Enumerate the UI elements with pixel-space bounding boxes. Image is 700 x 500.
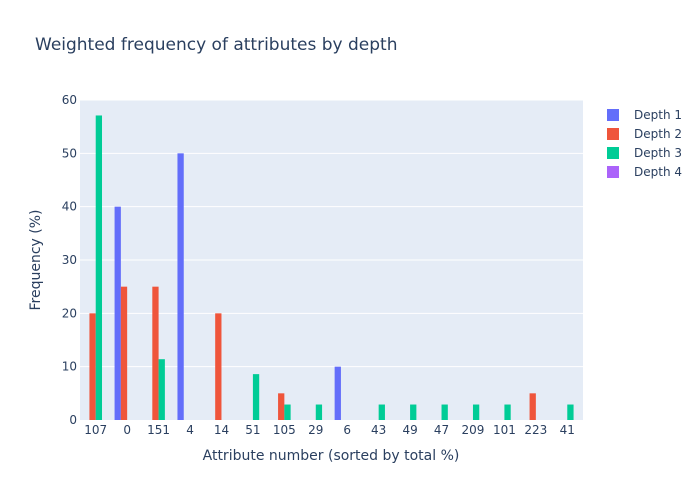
bars xyxy=(89,115,574,420)
bar-depth-3-47 xyxy=(441,404,448,420)
bar-depth-3-51 xyxy=(252,374,260,420)
x-tick-label: 151 xyxy=(147,423,170,437)
bar-depth-1-6 xyxy=(334,366,341,420)
x-tick-label: 47 xyxy=(434,423,449,437)
legend-swatch xyxy=(607,147,619,159)
bar-depth-3-29 xyxy=(315,404,323,420)
x-tick-label: 6 xyxy=(343,423,351,437)
legend-item-label: Depth 1 xyxy=(634,108,682,122)
x-tick-label: 4 xyxy=(186,423,194,437)
bar-depth-3-151 xyxy=(158,359,165,420)
bar-depth-3-101 xyxy=(504,404,511,420)
x-tick-label: 0 xyxy=(123,423,131,437)
bar-depth-2-105 xyxy=(278,393,285,420)
legend-item-label: Depth 3 xyxy=(634,146,682,160)
bar-depth-3-107 xyxy=(95,115,103,420)
x-tick-label: 41 xyxy=(560,423,575,437)
y-tick-label: 40 xyxy=(62,200,77,214)
bar-depth-2-14 xyxy=(215,313,222,420)
bar-depth-1-4 xyxy=(177,153,184,420)
y-tick-label: 60 xyxy=(62,93,77,107)
chart-title: Weighted frequency of attributes by dept… xyxy=(35,35,398,55)
bar-depth-3-49 xyxy=(410,404,417,420)
bar-depth-3-105 xyxy=(284,404,291,420)
x-tick-label: 107 xyxy=(84,423,107,437)
y-tick-label: 30 xyxy=(62,253,77,267)
x-tick-label: 51 xyxy=(245,423,260,437)
x-axis-title: Attribute number (sorted by total %) xyxy=(203,448,460,464)
bar-depth-1-0 xyxy=(114,206,121,420)
y-axis-title: Frequency (%) xyxy=(28,209,44,310)
legend-item-label: Depth 4 xyxy=(634,165,682,179)
y-tick-label: 0 xyxy=(69,413,77,427)
bar-depth-2-223 xyxy=(529,393,536,420)
y-tick-label: 50 xyxy=(62,146,77,160)
y-tick-labels: 0 10 20 30 40 50 60 xyxy=(62,93,77,427)
legend: Depth 1 Depth 2 Depth 3 Depth 4 xyxy=(607,108,682,179)
x-tick-label: 105 xyxy=(273,423,296,437)
x-tick-label: 14 xyxy=(214,423,229,437)
y-tick-label: 10 xyxy=(62,360,77,374)
x-tick-label: 29 xyxy=(308,423,323,437)
x-tick-label: 49 xyxy=(402,423,417,437)
x-tick-label: 209 xyxy=(462,423,485,437)
legend-swatch xyxy=(607,109,619,121)
legend-item-label: Depth 2 xyxy=(634,127,682,141)
y-tick-label: 20 xyxy=(62,306,77,320)
bar-depth-3-209 xyxy=(472,404,480,420)
bar-depth-3-43 xyxy=(378,404,385,420)
bar-depth-3-41 xyxy=(567,404,574,420)
bar-depth-2-107 xyxy=(89,313,96,420)
x-tick-label: 223 xyxy=(524,423,547,437)
bar-depth-2-0 xyxy=(120,286,128,420)
bar-depth-2-151 xyxy=(152,286,159,420)
x-tick-label: 101 xyxy=(493,423,516,437)
legend-swatch xyxy=(607,128,619,140)
legend-swatch xyxy=(607,166,619,178)
x-tick-label: 43 xyxy=(371,423,386,437)
x-tick-labels: 107 0 151 4 14 51 105 29 6 43 49 47 209 101 223 41 xyxy=(84,423,575,437)
